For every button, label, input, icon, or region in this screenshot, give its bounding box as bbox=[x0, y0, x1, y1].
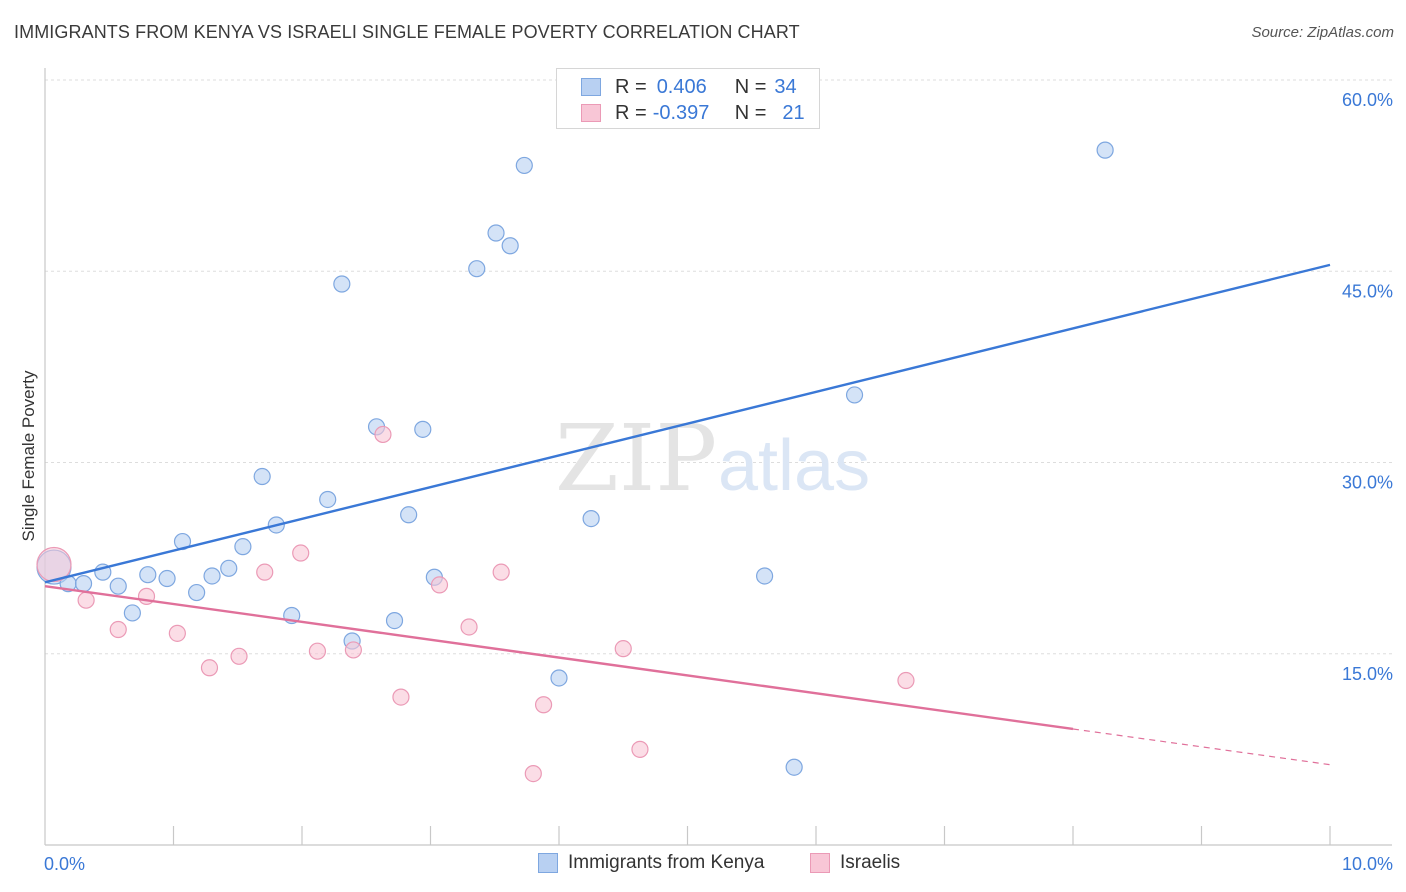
kenya-point bbox=[414, 420, 432, 438]
legend-row-kenya: R = 0.406 N = 34 bbox=[581, 74, 797, 100]
kenya-point bbox=[253, 467, 271, 486]
israelis-point bbox=[256, 563, 274, 581]
kenya-point bbox=[74, 575, 93, 593]
kenya-point bbox=[785, 758, 803, 776]
israelis-point bbox=[374, 425, 392, 444]
legend-r-value: 0.406 bbox=[656, 75, 707, 98]
kenya-point bbox=[755, 567, 774, 585]
kenya-point bbox=[139, 566, 157, 584]
series-label-israelis: Israelis bbox=[840, 852, 901, 873]
israelis-point bbox=[614, 640, 632, 658]
legend-n-value: 34 bbox=[774, 75, 797, 98]
y-tick-label: 15.0% bbox=[1342, 664, 1393, 684]
x-tick-label: 0.0% bbox=[44, 854, 85, 874]
series-label-kenya: Immigrants from Kenya bbox=[568, 852, 765, 873]
legend-r-label: R = bbox=[615, 101, 647, 124]
kenya-point bbox=[188, 583, 206, 602]
kenya-point bbox=[385, 611, 404, 630]
kenya-point bbox=[400, 506, 418, 524]
chart-source: Source: ZipAtlas.com bbox=[1251, 24, 1394, 41]
kenya-point bbox=[1096, 141, 1114, 159]
series-legend-israelis: Israelis bbox=[810, 852, 900, 874]
israelis-point bbox=[168, 624, 186, 642]
israelis-point bbox=[534, 696, 553, 714]
kenya-point bbox=[550, 669, 568, 687]
israelis-point bbox=[292, 544, 310, 562]
kenya-point bbox=[234, 538, 252, 556]
israelis-point bbox=[631, 740, 649, 758]
legend-r-label: R = bbox=[615, 75, 647, 98]
kenya-point bbox=[845, 386, 864, 404]
series-legend-kenya: Immigrants from Kenya bbox=[538, 852, 764, 874]
kenya-point bbox=[487, 224, 505, 242]
x-tick-label: 10.0% bbox=[1342, 854, 1393, 874]
israelis-point bbox=[460, 618, 478, 636]
stats-legend: R = 0.406 N = 34 R = -0.397 N = 21 bbox=[556, 68, 820, 129]
israelis-point bbox=[230, 647, 248, 665]
series-legend: Immigrants from Kenya Israelis bbox=[0, 852, 1406, 878]
israelis-point bbox=[897, 671, 915, 690]
israelis-point bbox=[36, 546, 72, 583]
israelis-point bbox=[430, 576, 449, 594]
points-layer bbox=[36, 141, 1114, 783]
israelis-point bbox=[392, 688, 410, 706]
kenya-point bbox=[109, 577, 127, 595]
israelis-trend-extension bbox=[1072, 728, 1331, 766]
israelis-point bbox=[77, 591, 95, 609]
israelis-point bbox=[492, 563, 510, 581]
y-tick-label: 45.0% bbox=[1342, 281, 1393, 301]
watermark-zip: ZIP bbox=[555, 405, 717, 512]
israelis-point bbox=[524, 764, 542, 783]
axis-layer bbox=[44, 68, 1392, 846]
kenya-point bbox=[319, 490, 337, 509]
series-swatch-israelis bbox=[810, 853, 830, 873]
legend-swatch-kenya bbox=[581, 78, 601, 96]
series-swatch-kenya bbox=[538, 853, 558, 873]
legend-row-israelis: R = -0.397 N = 21 bbox=[581, 100, 805, 126]
watermark-atlas: atlas bbox=[718, 426, 870, 506]
y-axis-label: Single Female Poverty bbox=[19, 370, 38, 542]
kenya-point bbox=[468, 260, 486, 278]
legend-n-label: N = bbox=[734, 75, 767, 98]
label-layer: 15.0% 30.0% 45.0% 60.0% 0.0% 10.0% bbox=[44, 90, 1393, 874]
israelis-trend-line bbox=[44, 584, 1074, 731]
legend-swatch-israelis bbox=[581, 104, 601, 122]
kenya-point bbox=[501, 237, 519, 255]
y-tick-label: 30.0% bbox=[1342, 473, 1393, 493]
watermark: ZIP atlas bbox=[555, 405, 870, 512]
kenya-point bbox=[333, 275, 351, 293]
israelis-point bbox=[200, 659, 219, 677]
kenya-point bbox=[158, 569, 176, 588]
trend-layer bbox=[44, 263, 1331, 766]
y-tick-label: 60.0% bbox=[1342, 90, 1393, 110]
legend-n-label: N = bbox=[734, 101, 767, 124]
israelis-point bbox=[344, 641, 362, 659]
kenya-trend-line bbox=[44, 263, 1331, 584]
grid-layer bbox=[45, 79, 1392, 655]
legend-n-value: 21 bbox=[782, 101, 805, 124]
kenya-point bbox=[515, 156, 533, 175]
chart-title: IMMIGRANTS FROM KENYA VS ISRAELI SINGLE … bbox=[14, 22, 800, 42]
legend-r-value: -0.397 bbox=[652, 101, 710, 124]
israelis-point bbox=[109, 620, 127, 639]
kenya-point bbox=[582, 509, 600, 528]
israelis-point bbox=[308, 642, 327, 660]
kenya-point bbox=[203, 567, 221, 585]
kenya-point bbox=[220, 559, 238, 577]
kenya-point bbox=[123, 604, 141, 622]
